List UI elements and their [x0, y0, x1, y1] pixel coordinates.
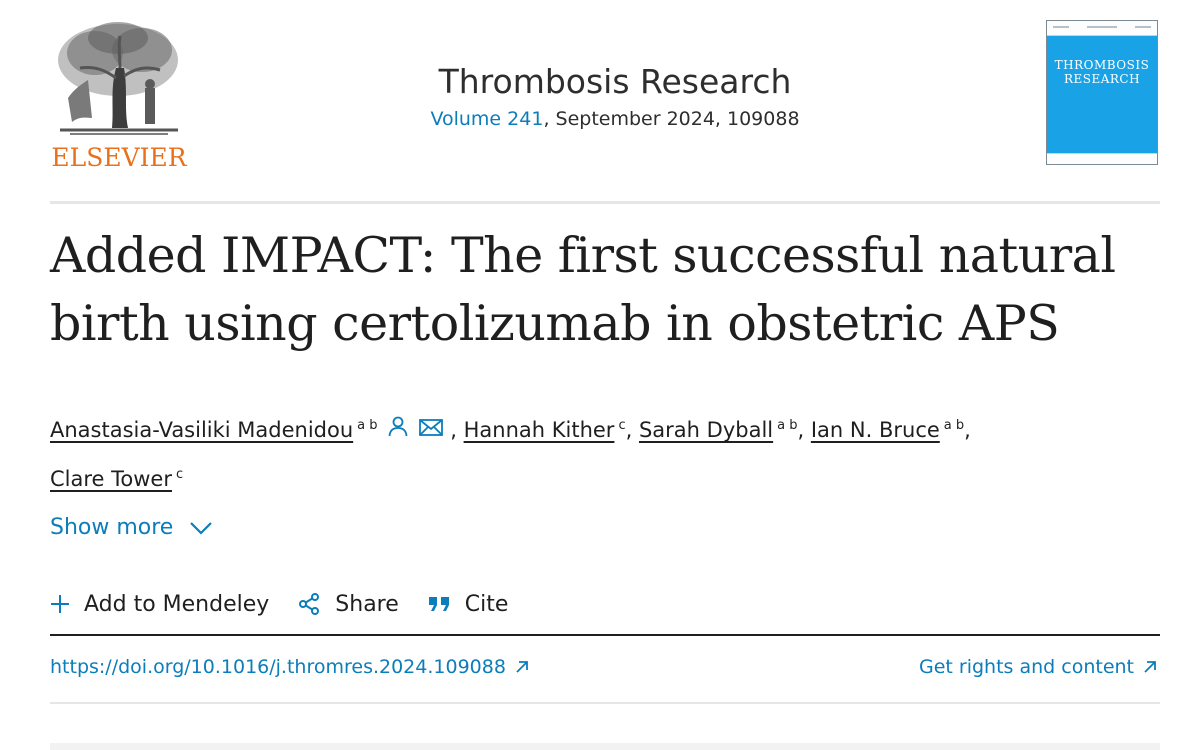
share-label: Share	[335, 591, 399, 617]
rights-link[interactable]: Get rights and content	[919, 656, 1158, 678]
chevron-down-icon	[190, 521, 213, 535]
title-line1: Added IMPACT: The first successful natur…	[50, 227, 1116, 284]
author-separator: ,	[797, 418, 805, 442]
elsevier-logo[interactable]: ELSEVIER	[50, 18, 188, 173]
cover-header-strip	[1047, 21, 1157, 36]
volume-link[interactable]: Volume 241	[430, 108, 544, 130]
author-item: Clare Tower c	[50, 467, 183, 491]
show-more-label: Show more	[50, 515, 174, 540]
author-separator: ,	[625, 418, 633, 442]
article-title: Added IMPACT: The first successful natur…	[50, 222, 1160, 358]
person-icon[interactable]	[386, 410, 410, 453]
cite-button[interactable]: Cite	[427, 591, 509, 617]
divider	[50, 702, 1160, 704]
plus-icon	[51, 595, 69, 613]
author-name[interactable]: Anastasia-Vasiliki Madenidou	[50, 418, 354, 442]
journal-cover[interactable]: THROMBOSIS RESEARCH	[1046, 20, 1158, 165]
author-list: Anastasia-Vasiliki Madenidou a b , Hannah…	[50, 404, 1160, 501]
cite-label: Cite	[464, 591, 509, 617]
cover-title-line1: THROMBOSIS	[1054, 58, 1150, 72]
author-separator: ,	[964, 418, 971, 442]
action-bar: Add to Mendeley Share Cite	[50, 584, 536, 624]
envelope-icon[interactable]	[418, 410, 444, 453]
author-item: Ian N. Bruce a b	[811, 418, 964, 442]
article-header: ELSEVIER Thrombosis Research Volume 241,…	[0, 0, 1200, 200]
issue-details: , September 2024, 109088	[543, 108, 800, 130]
share-button[interactable]: Share	[297, 592, 399, 617]
author-affiliation: c	[175, 466, 184, 482]
add-to-mendeley-button[interactable]: Add to Mendeley	[50, 592, 269, 617]
doi-link[interactable]: https://doi.org/10.1016/j.thromres.2024.…	[50, 656, 530, 678]
author-affiliation: a b	[943, 418, 965, 433]
author-name[interactable]: Hannah Kither	[463, 418, 615, 442]
author-affiliation: a b	[357, 418, 378, 433]
external-arrow-icon	[1144, 661, 1156, 673]
author-affiliation: c	[618, 418, 626, 433]
share-icon	[299, 593, 320, 615]
author-item: Anastasia-Vasiliki Madenidou a b	[50, 416, 450, 442]
add-to-mendeley-label: Add to Mendeley	[84, 591, 270, 617]
author-name[interactable]: Sarah Dyball	[638, 418, 774, 442]
external-arrow-icon	[516, 661, 528, 673]
cover-title-line2: RESEARCH	[1063, 72, 1141, 86]
rights-text: Get rights and content	[918, 656, 1134, 678]
journal-info: Thrombosis Research Volume 241, Septembe…	[330, 60, 900, 130]
journal-title[interactable]: Thrombosis Research	[438, 62, 792, 101]
show-more-button[interactable]: Show more	[50, 515, 213, 540]
author-affiliation: a b	[777, 418, 798, 433]
quote-icon	[428, 597, 449, 611]
author-name[interactable]: Clare Tower	[50, 466, 172, 491]
elsevier-tree-logo-icon	[58, 22, 178, 135]
author-item: Sarah Dyball a b	[639, 418, 798, 442]
divider	[50, 201, 1160, 204]
cover-title: THROMBOSIS RESEARCH	[1047, 58, 1157, 86]
title-line2: birth using certolizumab in obstetric AP…	[50, 295, 1060, 352]
author-name[interactable]: Ian N. Bruce	[810, 418, 940, 442]
publisher-name: ELSEVIER	[51, 143, 187, 172]
journal-issue: Volume 241, September 2024, 109088	[330, 108, 900, 130]
divider	[50, 634, 1160, 636]
author-item: Hannah Kither c	[464, 418, 626, 442]
author-separator: ,	[450, 418, 457, 442]
next-section-edge	[50, 743, 1160, 750]
cover-footer-strip	[1047, 153, 1157, 164]
doi-text: https://doi.org/10.1016/j.thromres.2024.…	[50, 656, 506, 678]
